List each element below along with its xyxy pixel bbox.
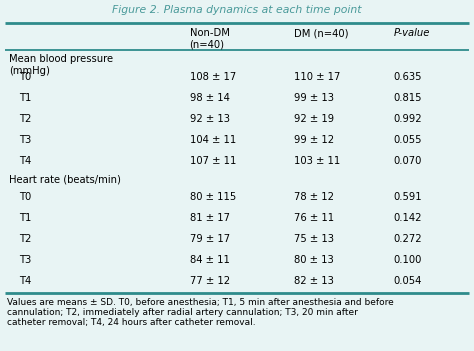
Text: 79 ± 17: 79 ± 17 bbox=[190, 234, 230, 244]
Text: 80 ± 13: 80 ± 13 bbox=[294, 255, 334, 265]
Text: 80 ± 115: 80 ± 115 bbox=[190, 192, 236, 201]
Text: T2: T2 bbox=[19, 114, 31, 124]
Text: 108 ± 17: 108 ± 17 bbox=[190, 72, 236, 81]
Text: 76 ± 11: 76 ± 11 bbox=[294, 213, 334, 223]
Text: 0.100: 0.100 bbox=[393, 255, 422, 265]
Text: 0.272: 0.272 bbox=[393, 234, 422, 244]
Text: 0.055: 0.055 bbox=[393, 135, 422, 145]
Text: 110 ± 17: 110 ± 17 bbox=[294, 72, 340, 81]
Text: Values are means ± SD. T0, before anesthesia; T1, 5 min after anesthesia and bef: Values are means ± SD. T0, before anesth… bbox=[7, 298, 394, 327]
Text: 78 ± 12: 78 ± 12 bbox=[294, 192, 334, 201]
Text: 81 ± 17: 81 ± 17 bbox=[190, 213, 229, 223]
Text: 0.142: 0.142 bbox=[393, 213, 422, 223]
Text: 0.070: 0.070 bbox=[393, 156, 422, 166]
Text: 0.054: 0.054 bbox=[393, 276, 422, 286]
Text: T1: T1 bbox=[19, 93, 31, 102]
Text: 103 ± 11: 103 ± 11 bbox=[294, 156, 340, 166]
Text: 92 ± 13: 92 ± 13 bbox=[190, 114, 229, 124]
Text: 0.635: 0.635 bbox=[393, 72, 422, 81]
Text: 104 ± 11: 104 ± 11 bbox=[190, 135, 236, 145]
Text: 92 ± 19: 92 ± 19 bbox=[294, 114, 334, 124]
Text: DM (n=40): DM (n=40) bbox=[294, 28, 348, 38]
Text: Mean blood pressure
(mmHg): Mean blood pressure (mmHg) bbox=[9, 54, 114, 76]
Text: Heart rate (beats/min): Heart rate (beats/min) bbox=[9, 174, 121, 184]
Text: 98 ± 14: 98 ± 14 bbox=[190, 93, 229, 102]
Text: Non-DM
(n=40): Non-DM (n=40) bbox=[190, 28, 229, 50]
Text: 84 ± 11: 84 ± 11 bbox=[190, 255, 229, 265]
Text: Figure 2. Plasma dynamics at each time point: Figure 2. Plasma dynamics at each time p… bbox=[112, 5, 362, 15]
Text: T3: T3 bbox=[19, 255, 31, 265]
Text: 82 ± 13: 82 ± 13 bbox=[294, 276, 334, 286]
Text: T3: T3 bbox=[19, 135, 31, 145]
Text: T2: T2 bbox=[19, 234, 31, 244]
Text: 107 ± 11: 107 ± 11 bbox=[190, 156, 236, 166]
Text: 99 ± 13: 99 ± 13 bbox=[294, 93, 334, 102]
Text: 75 ± 13: 75 ± 13 bbox=[294, 234, 334, 244]
Text: 0.591: 0.591 bbox=[393, 192, 422, 201]
Text: P-value: P-value bbox=[393, 28, 430, 38]
Text: T4: T4 bbox=[19, 276, 31, 286]
Text: T1: T1 bbox=[19, 213, 31, 223]
Text: 0.815: 0.815 bbox=[393, 93, 422, 102]
Text: 0.992: 0.992 bbox=[393, 114, 422, 124]
Text: 99 ± 12: 99 ± 12 bbox=[294, 135, 334, 145]
Text: T0: T0 bbox=[19, 192, 31, 201]
Text: 77 ± 12: 77 ± 12 bbox=[190, 276, 230, 286]
Text: T4: T4 bbox=[19, 156, 31, 166]
Text: T0: T0 bbox=[19, 72, 31, 81]
